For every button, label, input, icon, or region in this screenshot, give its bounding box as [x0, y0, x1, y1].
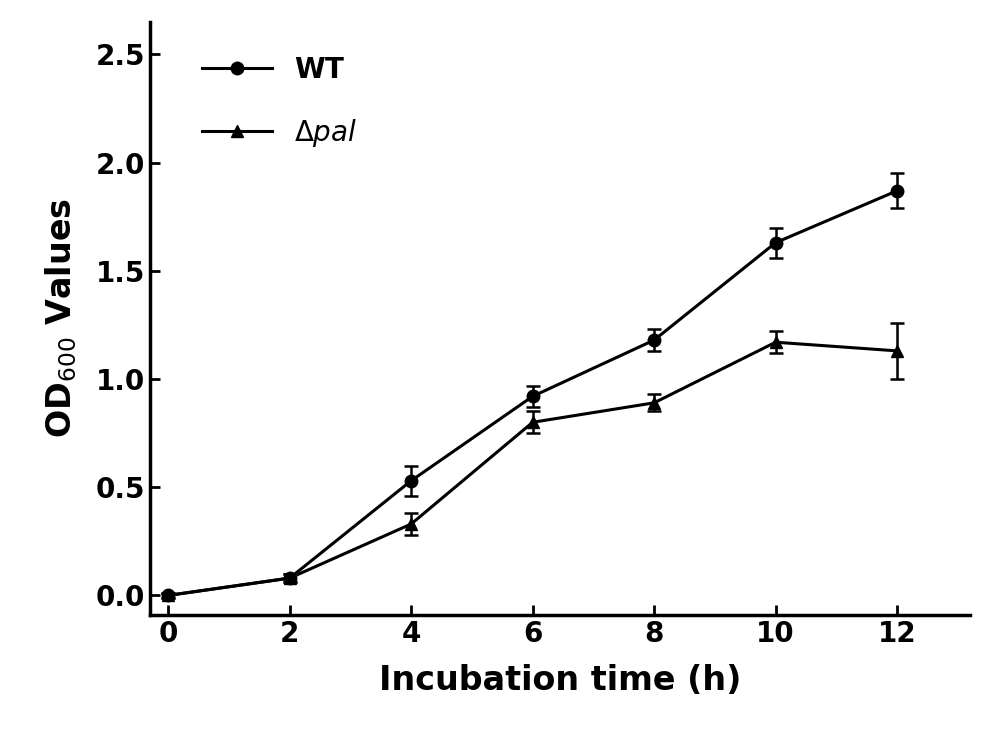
Y-axis label: OD$_{600}$ Values: OD$_{600}$ Values [43, 198, 79, 438]
X-axis label: Incubation time (h): Incubation time (h) [379, 665, 741, 698]
Legend: $\mathbf{WT}$, $\Delta\mathit{pal}$: $\mathbf{WT}$, $\Delta\mathit{pal}$ [188, 42, 371, 163]
